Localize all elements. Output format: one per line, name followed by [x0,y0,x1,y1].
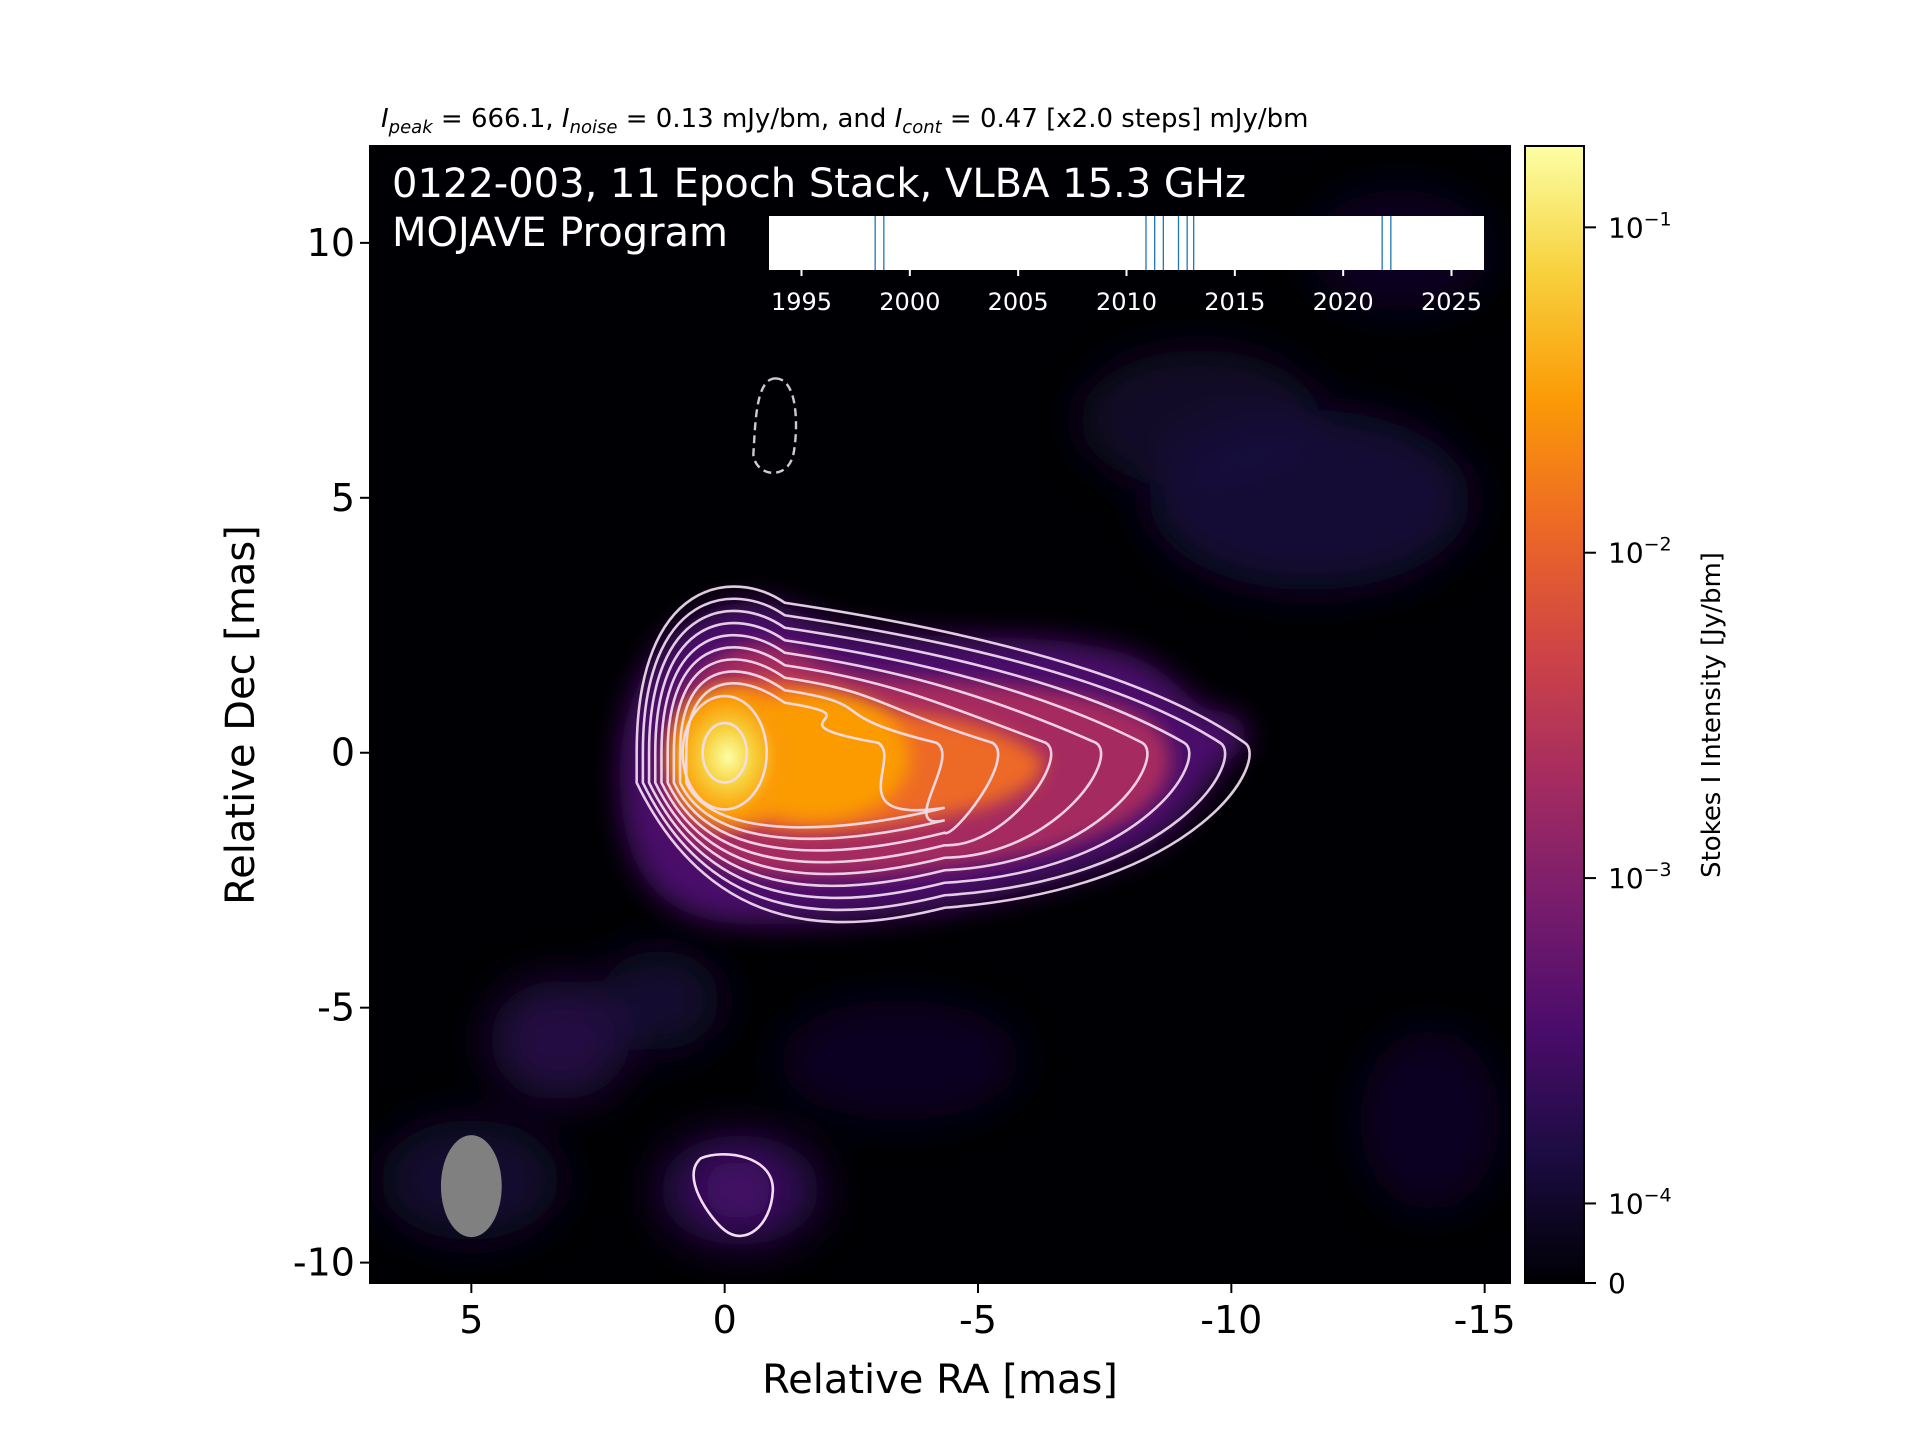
epoch-tick-label: 1995 [771,288,832,316]
y-tick-label: 0 [331,731,355,775]
contour-line [647,609,1191,900]
epoch-tick-label: 2010 [1096,288,1157,316]
y-tick-label: 5 [331,476,355,520]
header-cont-value: = 0.47 [x2.0 steps] mJy/bm [942,104,1309,134]
epoch-tick-label: 2020 [1313,288,1374,316]
contour-line [653,621,1149,888]
header-peak-sub: peak [388,117,435,138]
epoch-tick-label: 2005 [988,288,1049,316]
faint-emission [380,190,1500,1245]
colorbar-tick-label: 10−4 [1608,1184,1672,1220]
epoch-inset: 1995 2000 2005 2010 2015 2020 2025 [769,216,1484,316]
beam-ellipse [440,1135,502,1238]
plot-area: 0122-003, 11 Epoch Stack, VLBA 15.3 GHz … [370,146,1510,1283]
header-text: Ipeak = 666.1, Inoise = 0.13 mJy/bm, and… [381,104,1308,138]
colorbar-tick-label: 10−3 [1608,859,1672,895]
epoch-tick-label: 2025 [1421,288,1482,316]
plot-frame [369,145,1511,1284]
x-tick-label: 0 [713,1298,737,1342]
contour-line [641,597,1227,912]
x-axis-label: Relative RA [mas] [762,1357,1118,1403]
contour-line [660,634,1103,876]
colorbar: 10−1 10−2 10−3 10−4 0 Stokes I Intensity [Jy… [1524,145,1727,1300]
contour-line [672,658,1000,852]
colorbar-tick-label: 10−2 [1608,534,1672,570]
island-contour-line [692,1153,775,1238]
contour-line [701,721,748,784]
colorbar-zero-label: 0 [1608,1267,1626,1300]
y-axis-ticks: 10 5 0 -5 -10 [293,221,370,1285]
colorbar-tick-label: 10−1 [1608,208,1672,244]
header-cont-sub: cont [902,117,942,138]
x-axis-ticks: 5 0 -5 -10 -15 [459,1283,1516,1342]
epoch-inset-box [769,216,1484,270]
header-noise-value: = 0.13 mJy/bm, and [617,104,894,134]
contour-group [635,377,1251,1238]
contour-line [681,694,768,811]
colorbar-gradient [1525,146,1584,1283]
contour-line [635,585,1251,924]
epoch-tick-label: 2000 [879,288,940,316]
header-peak-value: = 666.1, [433,104,562,134]
y-axis-label: Relative Dec [mas] [218,525,264,905]
x-tick-label: -10 [1200,1298,1262,1342]
x-tick-label: 5 [459,1298,483,1342]
epoch-tick-label: 2015 [1204,288,1265,316]
y-tick-label: -5 [317,986,355,1030]
epoch-ticks: 1995 2000 2005 2010 2015 2020 2025 [771,270,1482,316]
y-tick-label: -10 [293,1241,355,1285]
colorbar-label: Stokes I Intensity [Jy/bm] [1697,552,1727,878]
x-tick-label: -15 [1454,1298,1516,1342]
contour-line [678,670,945,841]
header-noise-sub: noise [570,117,618,138]
y-tick-label: 10 [307,221,355,265]
plot-title-line2: MOJAVE Program [392,210,728,256]
colorbar-ticks: 10−1 10−2 10−3 10−4 0 [1584,208,1672,1300]
plot-title-line1: 0122-003, 11 Epoch Stack, VLBA 15.3 GHz [392,161,1246,207]
x-tick-label: -5 [959,1298,997,1342]
contour-line [684,682,945,829]
colorbar-frame [1524,145,1585,1284]
island-emission [703,1160,773,1220]
epoch-lines [874,216,1392,270]
contour-line [666,646,1053,864]
